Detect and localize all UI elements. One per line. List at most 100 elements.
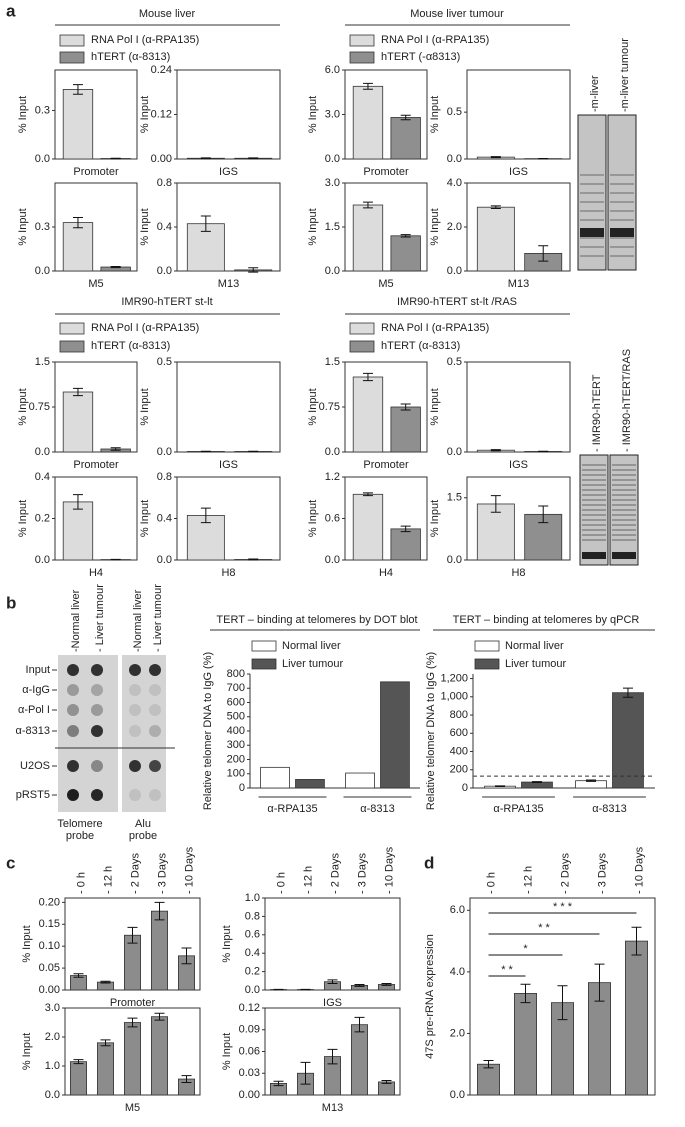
y-axis-label: % Input <box>429 96 441 133</box>
group-title: Mouse liver tumour <box>410 8 504 20</box>
y-tick-label: 0.10 <box>39 940 60 952</box>
x-axis-label: H4 <box>89 567 103 579</box>
error-bar <box>273 1080 284 1087</box>
y-axis-label: % Input <box>139 96 151 133</box>
legend-label: Liver tumour <box>282 658 343 670</box>
error-bar <box>362 492 373 497</box>
x-tick-label: - 2 Days <box>129 853 141 894</box>
y-tick-label: 600 <box>450 727 468 739</box>
legend-swatch <box>251 640 277 652</box>
error-bar <box>520 983 531 1004</box>
y-axis-label: % Input <box>21 1033 33 1070</box>
legend-swatch <box>349 34 375 47</box>
chart-title: TERT – binding at telomeres by DOT blot <box>216 614 417 626</box>
y-tick-label: 1.0 <box>45 1060 60 1072</box>
y-tick-label: 0.2 <box>35 512 50 524</box>
error-bar <box>622 687 633 698</box>
bar <box>377 1081 395 1096</box>
y-tick-label: 200 <box>450 764 468 776</box>
x-tick-label: - 2 Days <box>329 853 341 894</box>
y-axis-label: % Input <box>139 208 151 245</box>
y-tick-label: 0.00 <box>39 984 60 996</box>
error-bar <box>110 157 121 160</box>
error-bar <box>300 1061 311 1085</box>
y-axis-label: % Input <box>307 208 319 245</box>
bar <box>350 1024 368 1096</box>
panel-label: c <box>6 853 15 872</box>
y-axis-label: % Input <box>429 208 441 245</box>
error-bar <box>154 901 165 921</box>
y-axis-label: % Input <box>221 925 233 962</box>
legend-swatch <box>251 658 277 670</box>
plot-frame <box>54 69 138 160</box>
y-tick-label: 0.0 <box>245 984 260 996</box>
x-axis-label: Promoter <box>363 459 409 471</box>
significance-label: * <box>523 943 528 955</box>
error-bar <box>72 84 83 95</box>
legend-label: hTERT (α-8313) <box>381 340 460 352</box>
y-tick-label: 0.0 <box>325 153 340 165</box>
error-bar <box>538 245 549 262</box>
y-tick-label: 0.12 <box>239 1002 260 1014</box>
error-bar <box>483 1060 494 1069</box>
probe-label: probe <box>66 830 94 842</box>
bar <box>150 1016 168 1096</box>
x-tick-label: - 0 h <box>485 872 497 894</box>
bar <box>390 235 421 272</box>
error-bar <box>586 779 597 782</box>
probe-label: Alu <box>135 818 151 830</box>
blot-row-label: U2OS <box>20 760 50 772</box>
y-tick-label: 0.0 <box>325 554 340 566</box>
blot-dot <box>67 725 79 737</box>
legend-label: hTERT (-α8313) <box>381 51 460 63</box>
error-bar <box>362 372 373 382</box>
bar <box>390 406 421 453</box>
x-tick-label: - 10 Days <box>633 846 645 894</box>
legend-label: RNA Pol I (α-RPA135) <box>91 322 199 334</box>
error-bar <box>127 926 138 944</box>
y-tick-label: 0.15 <box>39 918 60 930</box>
y-tick-label: 100 <box>227 768 245 780</box>
x-axis-label: H8 <box>221 567 235 579</box>
blot-dot <box>149 684 161 696</box>
y-tick-label: 0.4 <box>157 512 172 524</box>
gel-band <box>612 552 636 559</box>
y-tick-label: 2.0 <box>447 221 462 233</box>
blot-dot <box>129 789 141 801</box>
x-tick-label: - 0 h <box>275 872 287 894</box>
blot-dot <box>91 725 103 737</box>
blot-column-label: - Liver tumour <box>152 584 164 652</box>
y-tick-label: 0.8 <box>245 910 260 922</box>
x-tick-label: - 2 Days <box>559 853 571 894</box>
error-bar <box>495 785 506 787</box>
group-title: IMR90-hTERT st-lt <box>121 296 212 308</box>
x-tick-label: - 10 Days <box>383 846 395 894</box>
x-axis-label: IGS <box>509 459 528 471</box>
y-tick-label: 0 <box>462 782 468 794</box>
blot-row-label: α-IgG <box>22 684 50 696</box>
x-tick-label: α-RPA135 <box>267 803 317 815</box>
x-axis-label: M13 <box>322 1102 343 1114</box>
panel-label: a <box>6 1 16 20</box>
y-tick-label: 0.5 <box>447 356 462 368</box>
y-tick-label: 800 <box>227 668 245 680</box>
error-bar <box>327 979 338 985</box>
group-title: IMR90-hTERT st-lt /RAS <box>397 296 517 308</box>
bar <box>62 501 94 561</box>
y-tick-label: 0.0 <box>447 153 462 165</box>
blot-dot <box>67 789 79 801</box>
y-tick-label: 3.0 <box>325 177 340 189</box>
error-bar <box>400 234 411 238</box>
y-tick-label: 0.3 <box>35 221 50 233</box>
blot-row-label: pRST5 <box>16 789 50 801</box>
error-bar <box>327 1048 338 1065</box>
y-tick-label: 0.0 <box>325 446 340 458</box>
bar <box>476 1063 500 1096</box>
x-axis-label: IGS <box>509 166 528 178</box>
bar <box>62 222 94 272</box>
bar <box>476 206 515 272</box>
y-axis-label: % Input <box>17 388 29 425</box>
error-bar <box>594 963 605 1002</box>
y-tick-label: 0.0 <box>35 153 50 165</box>
error-bar <box>490 156 501 159</box>
